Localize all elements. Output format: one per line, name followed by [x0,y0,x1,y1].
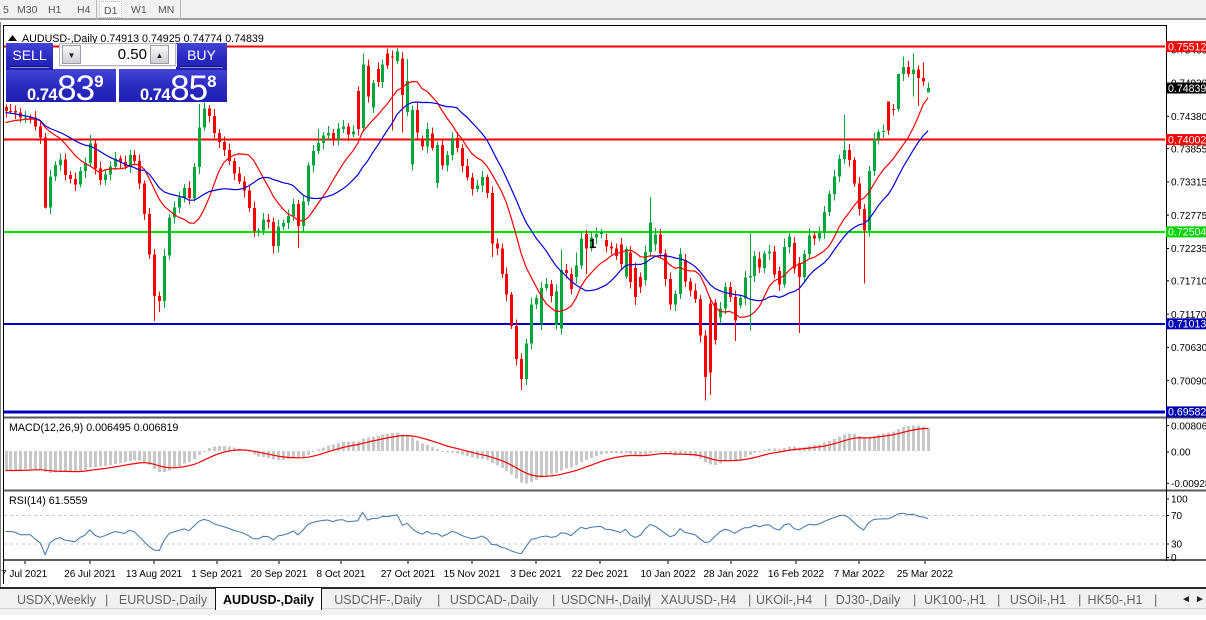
svg-text:0.73315: 0.73315 [1171,178,1206,189]
svg-text:25 Mar 2022: 25 Mar 2022 [897,569,954,580]
svg-text:7 Jul 2021: 7 Jul 2021 [1,569,48,580]
svg-text:AUDUSD-,Daily 0.74913 0.74925: AUDUSD-,Daily 0.74913 0.74925 0.74774 0.… [22,33,264,45]
svg-text:1 Sep 2021: 1 Sep 2021 [191,569,243,580]
svg-text:0.75512: 0.75512 [1168,41,1206,53]
svg-text:0: 0 [1171,553,1177,564]
svg-text:3 Dec 2021: 3 Dec 2021 [510,569,562,580]
svg-text:0.008061: 0.008061 [1171,421,1206,432]
svg-text:20 Sep 2021: 20 Sep 2021 [251,569,308,580]
svg-text:0.74002: 0.74002 [1168,134,1206,146]
svg-text:0.74839: 0.74839 [1168,83,1206,95]
svg-text:28 Jan 2022: 28 Jan 2022 [703,569,758,580]
svg-text:0.72235: 0.72235 [1171,244,1206,255]
svg-text:16 Feb 2022: 16 Feb 2022 [768,569,825,580]
svg-text:1: 1 [589,236,596,251]
svg-text:10 Jan 2022: 10 Jan 2022 [640,569,695,580]
svg-text:26 Jul 2021: 26 Jul 2021 [64,569,116,580]
svg-text:0.74380: 0.74380 [1171,112,1206,123]
svg-text:0.71013: 0.71013 [1168,319,1206,331]
svg-text:RSI(14) 61.5559: RSI(14) 61.5559 [9,495,87,507]
svg-text:8 Oct 2021: 8 Oct 2021 [317,569,366,580]
svg-text:0.71710: 0.71710 [1171,277,1206,288]
svg-text:0.70630: 0.70630 [1171,343,1206,354]
svg-text:13 Aug 2021: 13 Aug 2021 [126,569,183,580]
svg-text:7 Mar 2022: 7 Mar 2022 [834,569,885,580]
svg-text:0.72504: 0.72504 [1168,227,1206,239]
svg-text:70: 70 [1171,511,1183,522]
svg-text:0.73855: 0.73855 [1171,144,1206,155]
svg-text:100: 100 [1171,495,1188,506]
svg-text:27 Oct 2021: 27 Oct 2021 [381,569,436,580]
svg-text:0.72775: 0.72775 [1171,211,1206,222]
svg-text:0.69582: 0.69582 [1168,407,1206,419]
svg-text:0.00: 0.00 [1171,448,1191,459]
svg-text:0.70090: 0.70090 [1171,376,1206,387]
svg-text:22 Dec 2021: 22 Dec 2021 [572,569,629,580]
svg-text:0.71170: 0.71170 [1171,310,1206,321]
svg-text:15 Nov 2021: 15 Nov 2021 [444,569,501,580]
svg-text:30: 30 [1171,540,1183,551]
svg-text:MACD(12,26,9) 0.006495 0.00681: MACD(12,26,9) 0.006495 0.006819 [9,422,178,434]
svg-text:-0.00928: -0.00928 [1171,479,1206,490]
